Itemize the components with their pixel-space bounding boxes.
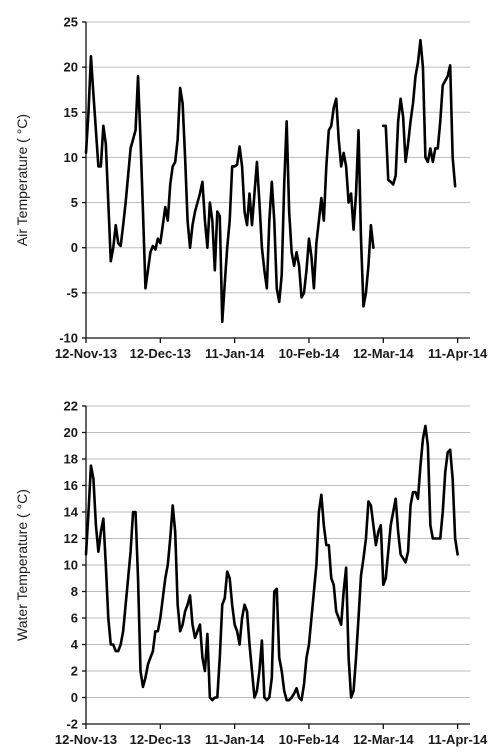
water-ytick-label: 18 (64, 452, 78, 467)
water-temperature-line-segment (84, 424, 459, 702)
water-xtick-label: 12-Dec-13 (130, 732, 191, 747)
air-ytick-label: 15 (64, 105, 78, 120)
water-ytick-label: 0 (71, 690, 78, 705)
water-ytick-label: -2 (66, 717, 78, 732)
air-xtick-label: 11-Apr-14 (428, 346, 488, 361)
air-chart: -10 -5 0 5 10 15 20 25 12-Nov-13 12-Dec-13 11-Jan-… (14, 15, 488, 362)
air-ytick-label: -10 (59, 331, 78, 346)
water-ytick-label: 14 (64, 505, 79, 520)
water-ytick-label: 12 (64, 531, 78, 546)
air-ytick-label: 0 (71, 240, 78, 255)
air-xtick-label: 12-Nov-13 (55, 346, 117, 361)
air-ytick-label: 5 (71, 195, 78, 210)
air-xtick-label: 12-Mar-14 (353, 346, 414, 361)
water-ytick-label: 22 (64, 399, 78, 414)
water-chart: -2 0 2 4 6 8 10 12 14 16 18 20 22 12-Nov-13 12-Dec-13 1… (14, 399, 488, 748)
air-temperature-line-segment (84, 55, 375, 324)
water-ytick-label: 2 (71, 664, 78, 679)
water-ytick-label: 20 (64, 425, 78, 440)
water-xtick-label: 11-Apr-14 (428, 732, 488, 747)
water-ytick-label: 10 (64, 558, 78, 573)
air-xtick-label: 10-Feb-14 (279, 346, 340, 361)
air-y-axis-label: Air Temperature ( °C) (14, 114, 30, 246)
water-ytick-label: 6 (71, 611, 78, 626)
water-ytick-label: 16 (64, 478, 78, 493)
air-xtick-label: 11-Jan-14 (205, 346, 265, 361)
water-ytick-label: 4 (71, 637, 79, 652)
water-xtick-label: 12-Nov-13 (55, 732, 117, 747)
air-xtick-label: 12-Dec-13 (130, 346, 191, 361)
air-ytick-label: -5 (66, 285, 78, 300)
water-y-axis-label: Water Temperature ( °C) (14, 489, 30, 641)
water-ytick-label: 8 (71, 584, 78, 599)
water-xtick-label: 12-Mar-14 (353, 732, 414, 747)
water-xtick-label: 10-Feb-14 (279, 732, 340, 747)
air-ytick-label: 25 (64, 15, 78, 30)
water-xtick-label: 11-Jan-14 (205, 732, 265, 747)
air-temperature-line-segment (381, 38, 457, 188)
air-ytick-label: 10 (64, 150, 78, 165)
air-ytick-label: 20 (64, 60, 78, 75)
